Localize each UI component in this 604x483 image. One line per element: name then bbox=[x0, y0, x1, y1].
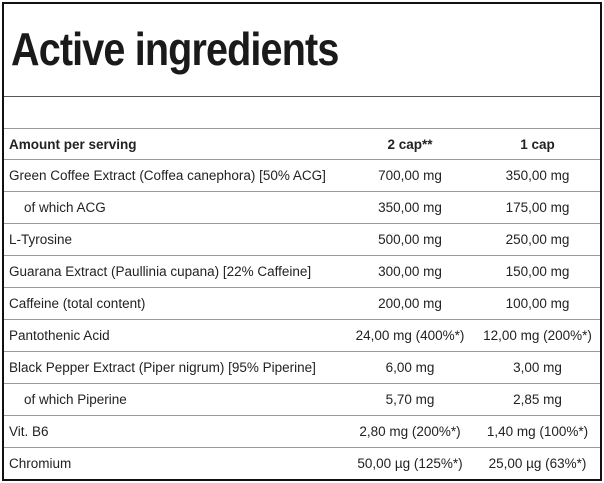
cell: Black Pepper Extract (Piper nigrum) [95%… bbox=[4, 351, 345, 384]
header-cell: 2 cap** bbox=[345, 129, 475, 160]
row: Guarana Extract (Paullinia cupana) [22% … bbox=[4, 255, 600, 288]
ingredients-table: Amount per serving 2 cap** 1 cap Green C… bbox=[4, 129, 600, 479]
cell: 6,00 mg bbox=[345, 351, 475, 384]
cell: 175,00 mg bbox=[475, 191, 600, 224]
cell: 2,85 mg bbox=[475, 383, 600, 416]
cell: 100,00 mg bbox=[475, 287, 600, 320]
cell: of which Piperine bbox=[4, 383, 345, 416]
cell: 300,00 mg bbox=[345, 255, 475, 288]
cell: 700,00 mg bbox=[345, 159, 475, 192]
header-cell: 1 cap bbox=[475, 129, 600, 160]
cell: 2,80 mg (200%*) bbox=[345, 415, 475, 448]
cell: of which ACG bbox=[4, 191, 345, 224]
row: L-Tyrosine 500,00 mg 250,00 mg bbox=[4, 223, 600, 256]
cell: 50,00 µg (125%*) bbox=[357, 456, 463, 471]
row: Vit. B6 2,80 mg (200%*) 1,40 mg (100%*) bbox=[4, 415, 600, 448]
header-row: Amount per serving 2 cap** 1 cap bbox=[4, 129, 600, 160]
cell: L-Tyrosine bbox=[4, 223, 345, 256]
cell: Chromium bbox=[9, 456, 72, 471]
header-cell: Amount per serving bbox=[4, 129, 345, 160]
cell: 1,40 mg (100%*) bbox=[475, 415, 600, 448]
cell: Pantothenic Acid bbox=[4, 319, 345, 352]
cell: 200,00 mg bbox=[345, 287, 475, 320]
spacer-row bbox=[4, 97, 600, 129]
cell: 25,00 µg (63%*) bbox=[488, 456, 587, 471]
cell: 3,00 mg bbox=[475, 351, 600, 384]
cell: 24,00 mg (400%*) bbox=[345, 319, 475, 352]
cell: 250,00 mg bbox=[475, 223, 600, 256]
title-bar: Active ingredients bbox=[4, 4, 600, 97]
cell: Caffeine (total content) bbox=[4, 287, 345, 320]
cell: 500,00 mg bbox=[345, 223, 475, 256]
cell: 350,00 mg bbox=[345, 191, 475, 224]
cell: Vit. B6 bbox=[4, 415, 345, 448]
cell: Green Coffee Extract (Coffea canephora) … bbox=[4, 159, 345, 192]
row: Chromium 50,00 µg (125%*) 25,00 µg (63%*) bbox=[4, 448, 600, 480]
cell: 5,70 mg bbox=[345, 383, 475, 416]
cell: Guarana Extract (Paullinia cupana) [22% … bbox=[4, 255, 345, 288]
row: Black Pepper Extract (Piper nigrum) [95%… bbox=[4, 351, 600, 384]
row: of which ACG 350,00 mg 175,00 mg bbox=[4, 191, 600, 224]
cell: 350,00 mg bbox=[475, 159, 600, 192]
table-body: Amount per serving 2 cap** 1 cap Green C… bbox=[4, 129, 600, 479]
row: Green Coffee Extract (Coffea canephora) … bbox=[4, 159, 600, 192]
row: Caffeine (total content) 200,00 mg 100,00 … bbox=[4, 287, 600, 320]
title: Active ingredients bbox=[11, 23, 339, 75]
row: of which Piperine 5,70 mg 2,85 mg bbox=[4, 383, 600, 416]
cell: 150,00 mg bbox=[475, 255, 600, 288]
cell: 12,00 mg (200%*) bbox=[475, 319, 600, 352]
row: Pantothenic Acid 24,00 mg (400%*) 12,00 mg… bbox=[4, 319, 600, 352]
